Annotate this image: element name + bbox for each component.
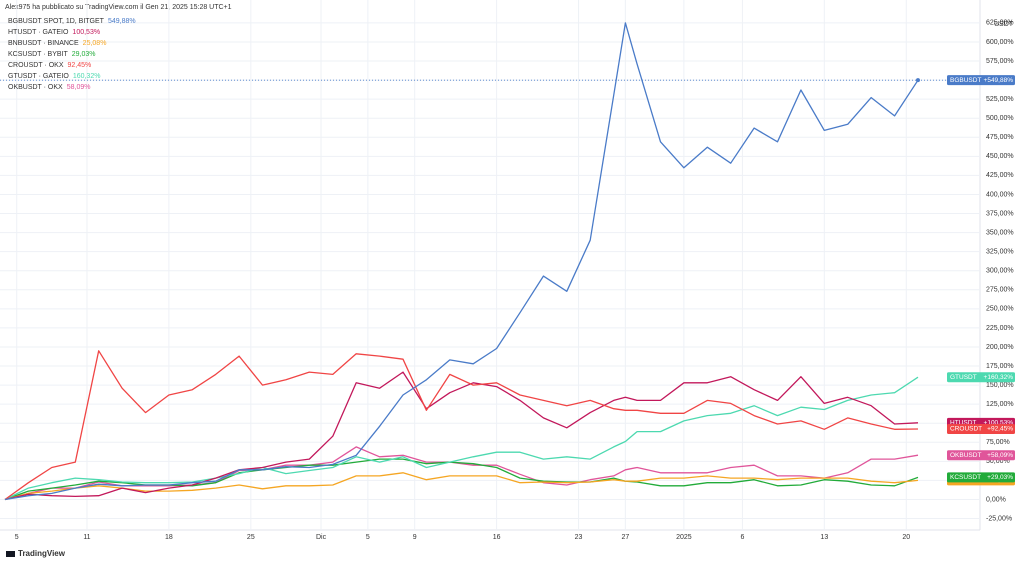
x-tick-label: 18 [165,534,173,541]
brand: TradingView [6,549,66,558]
axis-unit: USDT [994,21,1014,28]
x-tick-label: 2025 [676,534,692,541]
series-line [4,22,919,501]
y-tick-label: 275,00% [986,287,1014,294]
y-tick-label: 50,00% [986,458,1010,465]
series-line [4,376,919,501]
y-tick-label: 400,00% [986,191,1014,198]
y-tick-label: 500,00% [986,115,1014,122]
x-tick-label: 5 [366,534,370,541]
y-tick-label: 450,00% [986,153,1014,160]
legend-name: KCSUSDT · BYBIT [8,51,68,58]
y-tick-label: 125,00% [986,401,1014,408]
y-tick-label: 350,00% [986,229,1014,236]
y-tick-label: 375,00% [986,210,1014,217]
price-tag-value: +100,53% [984,420,1014,427]
y-tick-label: 250,00% [986,306,1014,313]
legend-value: 92,45% [68,62,92,69]
brand-name: TradingView [18,549,66,558]
x-tick-label: 20 [902,534,910,541]
price-tag [947,450,1015,461]
legend-entry: BGBUSDT SPOT, 1D, BITGET 549,88% [8,18,136,25]
price-tag-name: OKBUSDT [950,452,981,459]
y-tick-label: 300,00% [986,268,1014,275]
price-tag-value: +58,09% [987,452,1013,459]
legend-entry: HTUSDT · GATEIO 100,53% [8,29,100,36]
series-line [4,350,919,501]
x-tick-label: 6 [740,534,744,541]
x-tick-label: 13 [820,534,828,541]
x-tick-label: 5 [15,534,19,541]
y-tick-label: 575,00% [986,58,1014,65]
x-tick-label: 11 [83,534,90,541]
x-tick-label: Dic [316,534,327,541]
y-tick-label: 425,00% [986,172,1014,179]
legend-value: 100,53% [72,29,100,36]
legend-value: 29,03% [72,51,96,58]
y-tick-label: 200,00% [986,344,1014,351]
last-point [915,78,920,83]
x-tick-label: 16 [493,534,501,541]
y-tick-label: 325,00% [986,248,1014,255]
y-tick-label: 150,00% [986,382,1014,389]
legend-name: BGBUSDT SPOT, 1D, BITGET [8,18,105,25]
y-tick-label: 525,00% [986,96,1014,103]
grid [0,0,980,530]
y-tick-label: 600,00% [986,39,1014,46]
x-tick-label: 25 [247,534,255,541]
legend-name: GTUSDT · GATEIO [8,73,69,80]
price-tag [947,472,1015,483]
x-tick-label: 23 [575,534,583,541]
y-tick-label: 175,00% [986,363,1014,370]
legend-name: CROUSDT · OKX [8,62,64,69]
price-tag-value: +160,32% [984,374,1014,381]
series-line [4,446,919,501]
price-tag [947,423,1015,434]
legend-entry: OKBUSDT · OKX 58,09% [8,84,90,91]
legend-name: BNBUSDT · BINANCE [8,40,79,47]
legend-value: 160,32% [73,73,101,80]
price-tag-value: +92,45% [987,426,1013,433]
y-tick-label: 225,00% [986,325,1014,332]
price-tag-value: +29,03% [987,474,1013,481]
price-tag [947,75,1015,86]
legend-entry: KCSUSDT · BYBIT 29,03% [8,51,96,58]
series-line [4,472,919,501]
brand-logo [6,551,15,557]
price-tag-name: KCSUSDT [950,474,981,481]
y-tick-label: 625,00% [986,20,1014,27]
legend-value: 25,08% [83,40,107,47]
x-tick-label: 27 [621,534,629,541]
chart-title: Alex975 ha pubblicato su TradingView.com… [5,4,232,11]
legend-entry: BNBUSDT · BINANCE 25,08% [8,40,106,47]
price-tag-value: +549,88% [984,77,1014,84]
price-tag [947,372,1015,383]
legend-name: OKBUSDT · OKX [8,84,63,91]
series-line [4,371,919,501]
price-tag-name: GTUSDT [950,374,977,381]
price-tag-name: CROUSDT [950,426,982,433]
legend-entry: GTUSDT · GATEIO 160,32% [8,73,100,80]
y-tick-label: 475,00% [986,134,1014,141]
legend-value: 549,88% [108,18,136,25]
y-tick-label: -25,00% [986,515,1012,522]
x-tick-label: 9 [413,534,417,541]
y-tick-label: 75,00% [986,439,1010,446]
price-tag-name: BGBUSDT [950,77,981,84]
price-tag-name: HTUSDT [950,420,976,427]
y-tick-label: 0,00% [986,496,1006,503]
legend-value: 58,09% [67,84,91,91]
legend-name: HTUSDT · GATEIO [8,29,69,36]
legend-entry: CROUSDT · OKX 92,45% [8,62,91,69]
